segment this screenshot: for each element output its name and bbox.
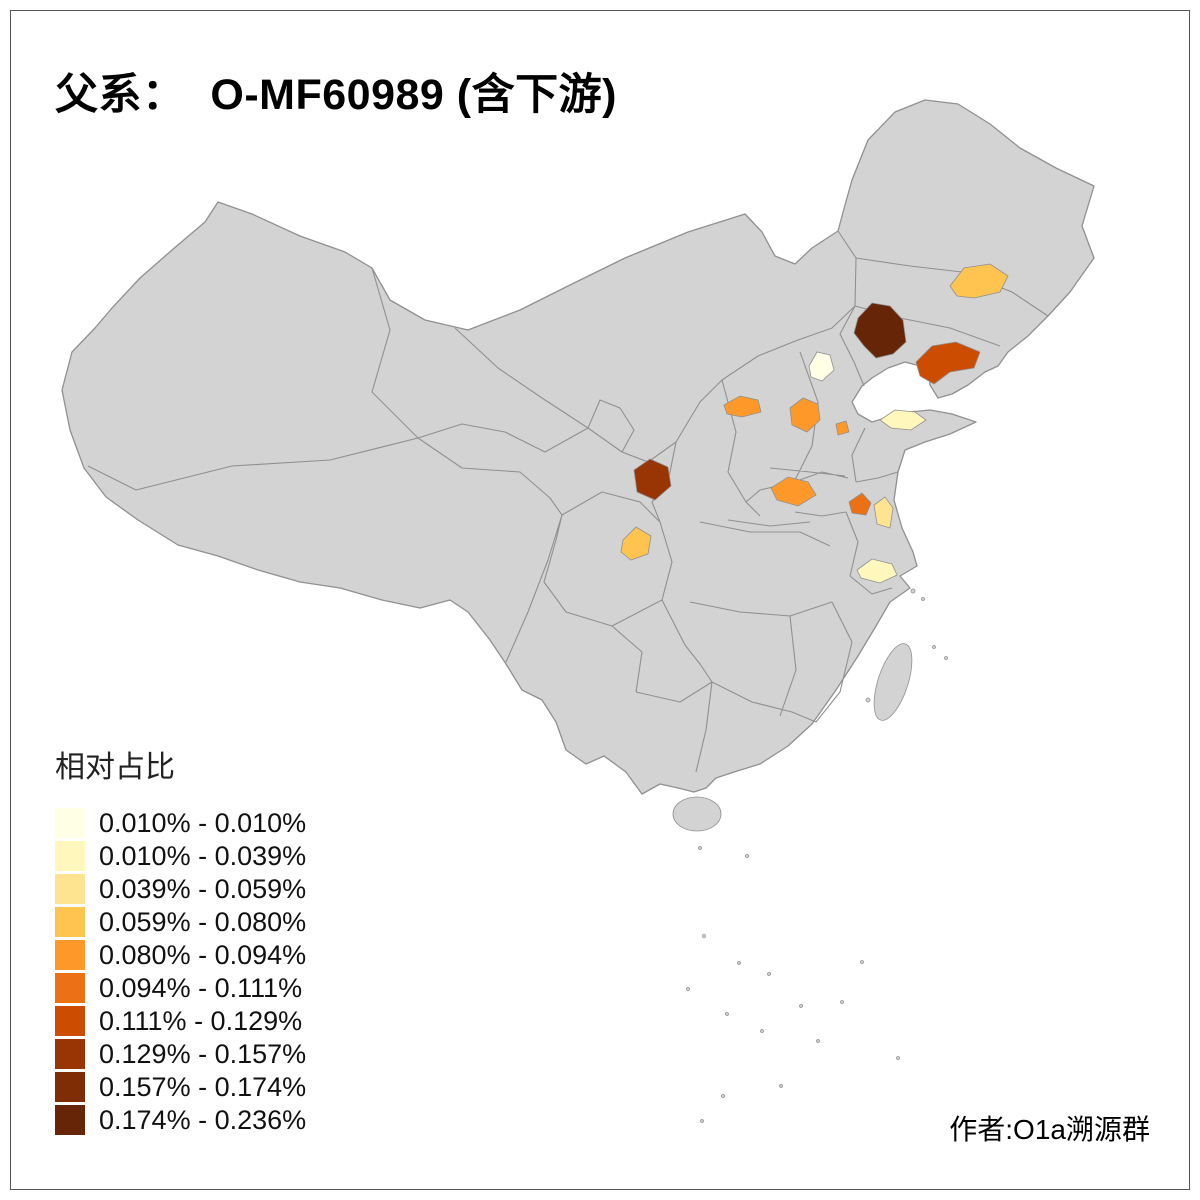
region-jiangsu-northwest [848,492,872,516]
legend-row: 0.010% - 0.010% [55,806,306,839]
author-credit: 作者:O1a溯源群 [949,1114,1150,1145]
legend-swatch [55,906,85,937]
region-liaodong-peninsula [915,341,981,385]
legend-label: 0.010% - 0.039% [99,840,307,871]
legend-row: 0.157% - 0.174% [55,1070,306,1103]
legend-row: 0.080% - 0.094% [55,938,306,971]
region-liaoning-north [853,302,907,359]
legend-label: 0.039% - 0.059% [99,873,307,904]
legend-row: 0.174% - 0.236% [55,1103,306,1136]
legend-label: 0.010% - 0.010% [99,807,307,838]
legend-row: 0.129% - 0.157% [55,1037,306,1070]
region-jiangsu-central [873,496,894,529]
legend: 相对占比 0.010% - 0.010% 0.010% - 0.039% 0.039… [55,742,306,1136]
china-outline [61,99,1095,795]
legend-row: 0.111% - 0.129% [55,1004,306,1037]
region-shaanxi-south [633,458,672,501]
legend-swatch [55,1038,85,1069]
legend-swatch [55,1104,85,1135]
legend-rows: 0.010% - 0.010% 0.010% - 0.039% 0.039% - 0… [55,806,306,1136]
map-title: 父系： O-MF60989 (含下游) [55,71,617,119]
legend-swatch [55,972,85,1003]
legend-row: 0.039% - 0.059% [55,872,306,905]
region-chengdu [620,526,652,561]
taiwan-island [873,643,913,721]
legend-swatch [55,840,85,871]
region-shanxi-north [723,395,762,418]
legend-swatch [55,939,85,970]
south-china-sea-islands [686,588,948,1123]
hainan-island [672,796,722,832]
province-borders [87,230,1049,773]
highlighted-regions [620,263,1009,584]
legend-swatch [55,873,85,904]
region-jiangsu-south [856,558,898,584]
region-hebei-small [835,420,850,436]
legend-label: 0.080% - 0.094% [99,939,307,970]
region-beijing [808,351,835,382]
region-shandong-north [879,409,927,431]
legend-swatch [55,1071,85,1102]
legend-title: 相对占比 [55,751,175,784]
legend-label: 0.157% - 0.174% [99,1071,307,1102]
legend-swatch [55,807,85,838]
legend-swatch [55,1005,85,1036]
region-henan-central [770,476,817,507]
legend-label: 0.111% - 0.129% [99,1005,303,1036]
region-shanxi-central [789,397,821,433]
legend-label: 0.094% - 0.111% [99,972,303,1003]
legend-row: 0.094% - 0.111% [55,971,306,1004]
legend-label: 0.129% - 0.157% [99,1038,307,1069]
legend-row: 0.059% - 0.080% [55,905,306,938]
legend-label: 0.174% - 0.236% [99,1104,307,1135]
legend-label: 0.059% - 0.080% [99,906,307,937]
region-jilin-central [949,263,1009,299]
legend-row: 0.010% - 0.039% [55,839,306,872]
